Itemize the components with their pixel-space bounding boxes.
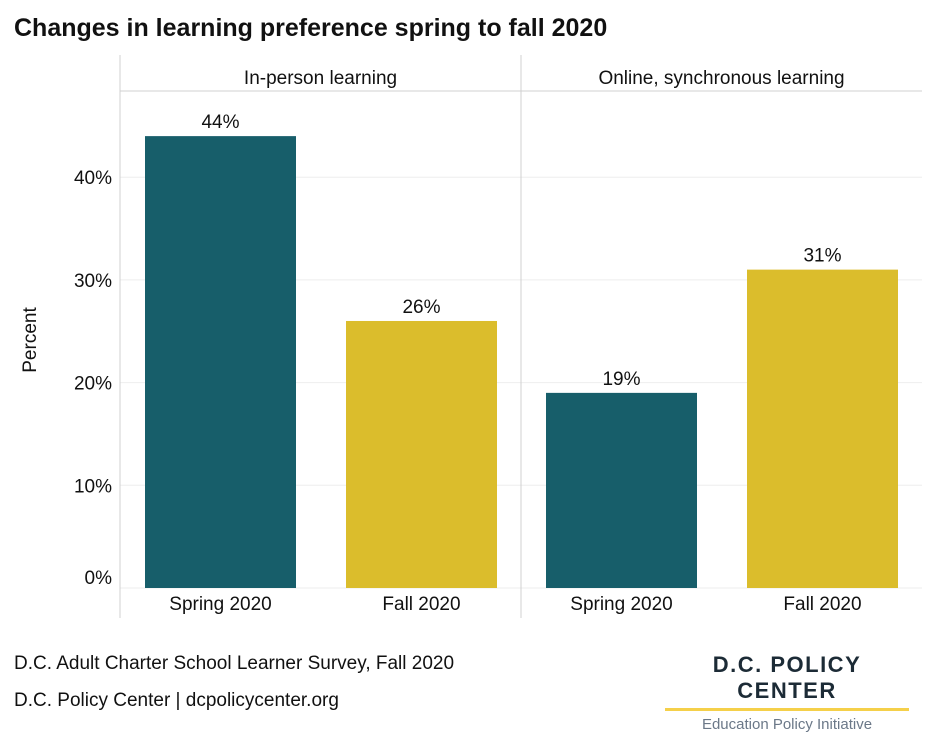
data-label: 31% [803,246,841,267]
bar [346,320,497,588]
bar-chart: 0% 10% 20% 30% 40% Percent In-person learning 4… [20,55,922,618]
data-label: 44% [201,112,239,133]
logo: D.C. POLICY CENTER Education Policy Init… [662,652,912,733]
data-label: 19% [602,369,640,390]
logo-sub-text: Education Policy Initiative [701,716,873,733]
x-tick-label: Spring 2020 [570,594,672,615]
credit-note: D.C. Policy Center | dcpolicycenter.org [14,690,339,711]
y-tick-label: 30% [74,271,112,292]
y-tick-label: 20% [74,374,112,395]
logo-main-text: D.C. POLICY CENTER [665,652,909,711]
x-tick-label: Fall 2020 [783,594,861,615]
bar [546,392,697,588]
y-tick-label: 40% [74,168,112,189]
x-tick-label: Spring 2020 [169,594,271,615]
y-tick-label: 10% [74,476,112,497]
x-tick-label: Fall 2020 [382,594,460,615]
bar [145,136,296,588]
chart-title: Changes in learning preference spring to… [14,14,608,42]
source-note: D.C. Adult Charter School Learner Survey… [14,653,455,674]
panel-title: Online, synchronous learning [598,68,844,89]
bar [747,269,898,588]
panel-title: In-person learning [244,68,397,89]
y-tick-label: 0% [85,568,113,589]
y-axis-label: Percent [20,307,41,373]
data-label: 26% [402,297,440,318]
